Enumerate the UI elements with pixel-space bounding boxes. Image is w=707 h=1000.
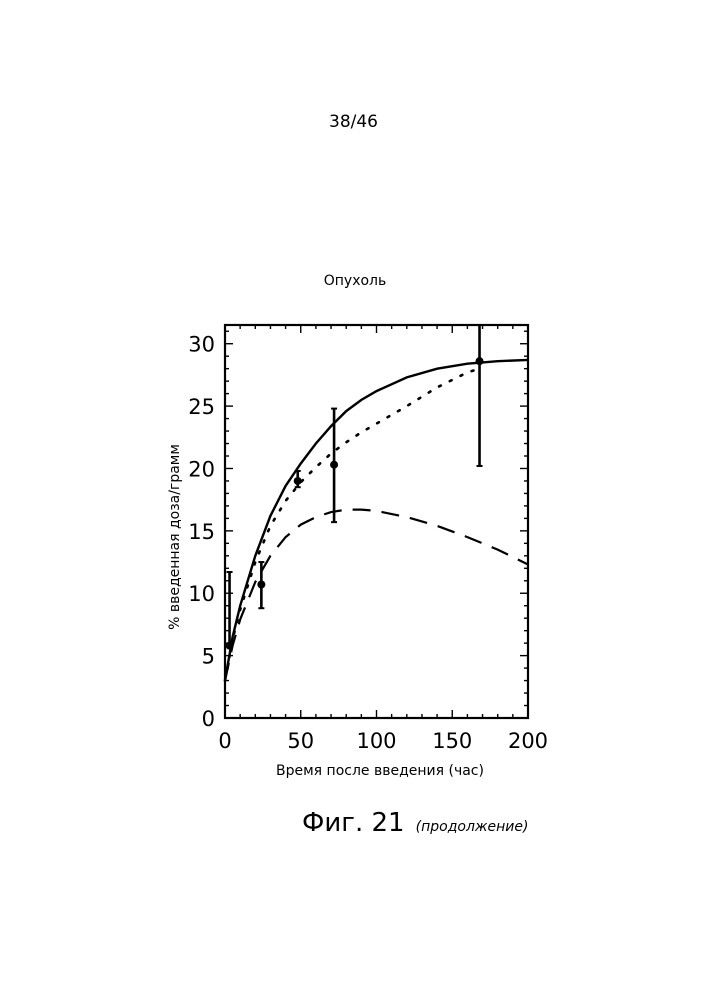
x-tick-label: 150	[432, 729, 472, 753]
x-tick-labels: 0 50 100 150 200	[218, 729, 548, 753]
y-tick-label: 30	[188, 333, 215, 357]
dashed-curve	[225, 510, 528, 681]
data-point	[257, 581, 265, 589]
data-point	[476, 357, 484, 365]
y-tick-label: 25	[188, 395, 215, 419]
figure-caption: Фиг. 21 (продолжение)	[302, 808, 528, 838]
data-points	[226, 325, 484, 650]
x-tick-label: 200	[508, 729, 548, 753]
x-tick-label: 100	[356, 729, 396, 753]
y-tick-label: 5	[202, 645, 215, 669]
data-point	[294, 477, 302, 485]
solid-curve	[225, 360, 528, 681]
data-point	[330, 461, 338, 469]
x-tick-label: 50	[287, 729, 314, 753]
y-tick-label: 20	[188, 457, 215, 481]
figure-caption-main: Фиг. 21	[302, 808, 405, 838]
y-axis-label: % введенная доза/грамм	[167, 444, 183, 630]
tick-marks	[225, 325, 528, 718]
y-tick-labels: 0 5 10 15 20 25 30	[188, 333, 215, 731]
fitted-curves	[225, 360, 528, 681]
plot-frame	[225, 325, 528, 718]
x-axis-label: Время после введения (час)	[276, 763, 484, 779]
y-tick-label: 10	[188, 582, 215, 606]
x-tick-label: 0	[218, 729, 231, 753]
y-tick-label: 0	[202, 707, 215, 731]
data-point	[226, 642, 234, 650]
y-tick-label: 15	[188, 520, 215, 544]
figure-caption-note: (продолжение)	[416, 819, 529, 835]
dotted-curve	[225, 369, 480, 681]
